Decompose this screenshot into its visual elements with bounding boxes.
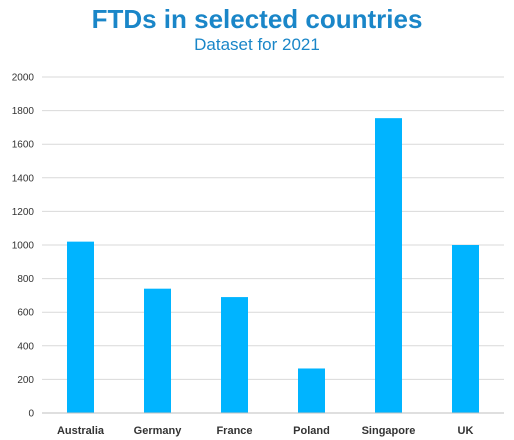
- y-tick-label: 1800: [12, 106, 35, 117]
- y-tick-label: 0: [28, 409, 34, 420]
- y-tick-label: 800: [17, 274, 34, 285]
- y-tick-label: 200: [17, 375, 34, 386]
- x-tick-label: France: [216, 425, 252, 437]
- bar-uk: [452, 245, 479, 413]
- bar-france: [221, 297, 248, 413]
- x-tick-label: UK: [458, 425, 474, 437]
- chart-subtitle: Dataset for 2021: [194, 35, 320, 54]
- x-axis-labels: Australia Germany France Poland Singapore UK: [57, 425, 474, 437]
- y-tick-label: 600: [17, 308, 34, 319]
- bars: [67, 118, 479, 413]
- y-tick-label: 2000: [12, 73, 35, 84]
- x-tick-label: Australia: [57, 425, 105, 437]
- y-tick-label: 1000: [12, 241, 35, 252]
- y-axis-ticks: 0 200 400 600 800 1000 1200 1400 1600 1800 2000: [12, 73, 35, 420]
- y-tick-label: 1600: [12, 140, 35, 151]
- bar-germany: [144, 288, 171, 413]
- y-tick-label: 1200: [12, 207, 35, 218]
- bar-singapore: [375, 118, 402, 413]
- bar-australia: [67, 241, 94, 413]
- gridlines: [42, 76, 504, 380]
- x-tick-label: Singapore: [362, 425, 416, 437]
- x-tick-label: Poland: [293, 425, 330, 437]
- bar-poland: [298, 368, 325, 413]
- y-tick-label: 400: [17, 341, 34, 352]
- chart-title: FTDs in selected countries: [91, 4, 423, 34]
- x-tick-label: Germany: [134, 425, 183, 437]
- y-tick-label: 1400: [12, 173, 35, 184]
